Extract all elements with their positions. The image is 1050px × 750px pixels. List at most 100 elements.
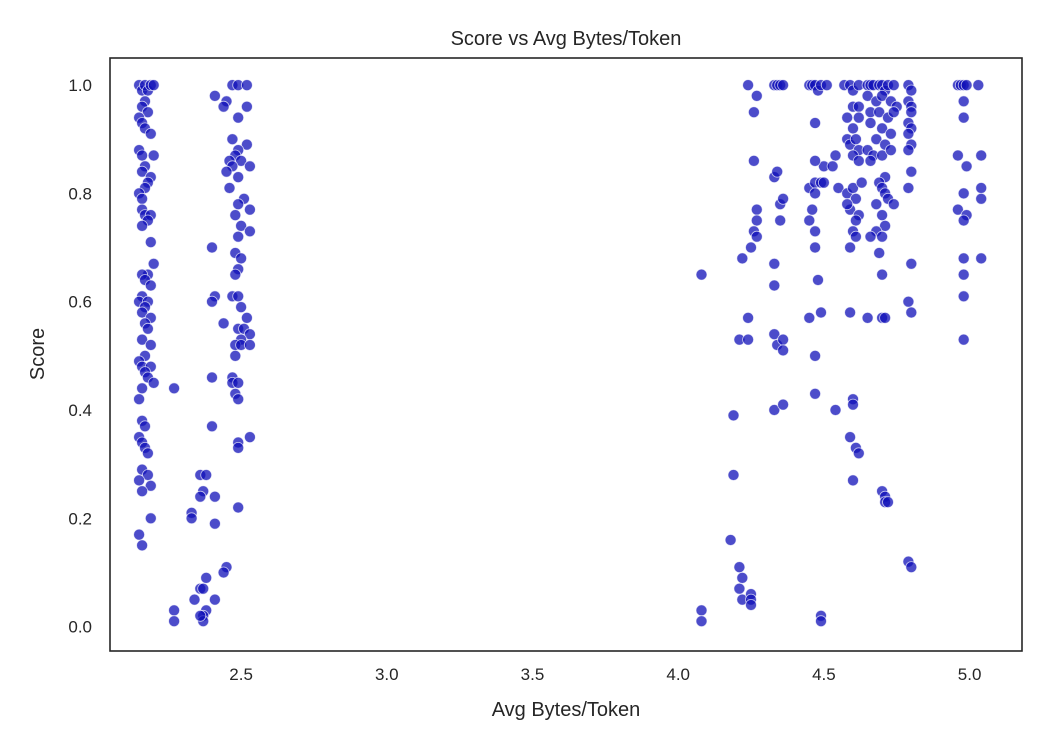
data-point (144, 279, 157, 292)
data-point (829, 149, 842, 162)
data-point (847, 122, 859, 135)
data-point (133, 393, 146, 406)
data-point (188, 593, 201, 606)
data-point (240, 79, 253, 91)
plot-frame (109, 57, 1023, 652)
data-point (905, 84, 918, 97)
data-point (870, 198, 883, 211)
data-point (240, 138, 253, 151)
data-point (243, 203, 256, 216)
data-point (208, 490, 221, 503)
data-point (803, 214, 816, 227)
data-point (235, 219, 248, 232)
data-point (136, 192, 149, 205)
data-point (885, 127, 897, 140)
data-points (133, 79, 988, 628)
data-point (232, 111, 245, 124)
y-tick-label: 0.6 (68, 293, 92, 312)
data-point (812, 274, 824, 286)
data-point (887, 79, 900, 91)
data-point (844, 431, 856, 444)
data-point (136, 539, 149, 552)
data-point (803, 311, 816, 324)
data-point (229, 209, 242, 222)
data-point (957, 333, 970, 346)
data-point (902, 295, 915, 308)
data-point (861, 311, 874, 324)
data-point (841, 198, 854, 211)
y-tick-label: 1.0 (68, 76, 92, 95)
data-point (141, 322, 154, 335)
data-point (217, 566, 230, 579)
data-point (864, 230, 877, 243)
data-point (850, 133, 862, 146)
data-point (975, 192, 988, 205)
data-point (168, 382, 181, 395)
data-point (136, 149, 149, 162)
data-point (902, 127, 915, 140)
data-point (147, 376, 160, 389)
data-point (847, 398, 859, 411)
data-point (144, 339, 157, 351)
data-point (806, 203, 819, 216)
data-point (809, 225, 821, 238)
x-tick-label: 4.5 (812, 665, 836, 684)
data-point (957, 111, 970, 124)
x-tick-label: 3.5 (521, 665, 545, 684)
data-point (864, 117, 877, 129)
data-point (229, 268, 242, 281)
data-point (826, 160, 839, 173)
data-point (197, 582, 210, 595)
data-point (240, 311, 253, 324)
data-point (861, 90, 874, 102)
data-point (206, 371, 218, 384)
data-point (206, 420, 218, 433)
data-point (133, 474, 146, 487)
x-tick-label: 2.5 (229, 665, 253, 684)
data-point (876, 122, 888, 135)
data-point (876, 230, 888, 243)
data-point (818, 176, 830, 189)
data-point (745, 241, 757, 254)
data-point (905, 165, 918, 178)
data-point (832, 182, 845, 194)
data-point (144, 127, 157, 140)
y-tick-label: 0.2 (68, 509, 92, 528)
data-point (873, 247, 886, 259)
data-point (957, 252, 970, 265)
data-point (141, 447, 154, 460)
data-point (139, 420, 151, 433)
data-point (852, 154, 865, 167)
data-point (975, 182, 988, 194)
data-point (777, 79, 789, 91)
data-point (208, 593, 221, 606)
data-point (136, 219, 149, 232)
data-point (844, 241, 856, 254)
data-point (864, 154, 877, 167)
data-point (885, 144, 897, 157)
data-point (736, 572, 749, 584)
data-point (206, 295, 218, 308)
data-point (232, 198, 245, 211)
data-point (750, 230, 763, 243)
data-point (217, 100, 230, 113)
data-point (905, 306, 918, 319)
data-point (905, 561, 918, 573)
data-point (774, 214, 787, 227)
data-point (736, 252, 749, 265)
data-point (768, 257, 781, 270)
data-point (975, 252, 988, 265)
data-point (243, 339, 256, 351)
data-point (876, 90, 888, 102)
data-point (243, 160, 256, 173)
y-axis-ticks: 0.0 0.2 0.4 0.6 0.8 1.0 (68, 76, 92, 636)
data-point (777, 344, 789, 357)
data-point (133, 528, 146, 541)
data-point (243, 431, 256, 444)
data-point (844, 306, 856, 319)
data-point (232, 376, 245, 389)
data-point (742, 333, 754, 346)
data-point (841, 111, 854, 124)
data-point (750, 214, 763, 227)
data-point (847, 474, 859, 487)
